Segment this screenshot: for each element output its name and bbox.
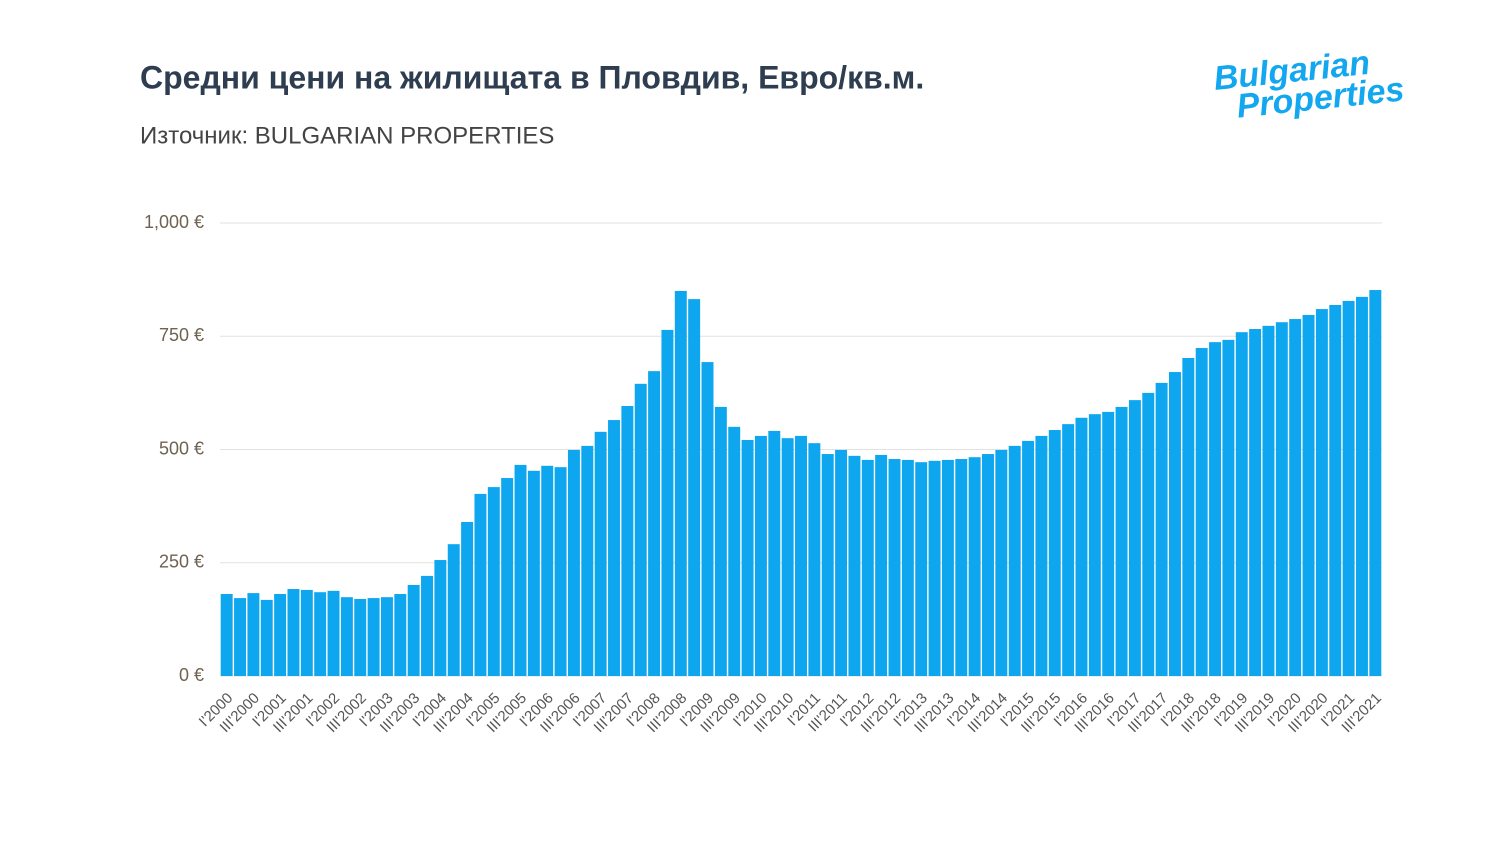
- bar: [354, 598, 367, 676]
- y-tick-label: 0 €: [179, 665, 204, 685]
- chart-title: Средни цени на жилищата в Пловдив, Евро/…: [140, 59, 924, 95]
- y-tick-label: 250 €: [159, 552, 204, 572]
- bar: [1209, 342, 1222, 676]
- bar: [234, 598, 247, 676]
- bar: [608, 420, 620, 676]
- bar: [968, 457, 981, 676]
- bar: [901, 459, 914, 676]
- bar: [567, 449, 580, 676]
- bar: [594, 431, 607, 676]
- bar: [661, 329, 674, 676]
- bar: [421, 575, 434, 676]
- bar: [407, 584, 420, 676]
- bar: [487, 487, 500, 676]
- bar: [928, 460, 941, 676]
- bar: [554, 467, 567, 676]
- bar: [380, 597, 393, 676]
- bar: [781, 438, 794, 676]
- bar: [1115, 406, 1128, 676]
- bar: [1102, 411, 1115, 676]
- bar: [394, 594, 407, 676]
- bar: [501, 478, 514, 676]
- bar: [1302, 314, 1315, 676]
- bar: [1289, 319, 1302, 676]
- bar: [581, 445, 594, 676]
- bar: [247, 593, 260, 676]
- bar: [888, 459, 901, 676]
- bar: [1222, 339, 1235, 676]
- bar: [1182, 357, 1195, 676]
- bar: [648, 371, 661, 676]
- bar: [1035, 435, 1048, 676]
- y-tick-label: 750 €: [159, 325, 204, 345]
- bar: [474, 493, 487, 676]
- bar: [1235, 332, 1248, 676]
- bar: [861, 459, 874, 676]
- bar: [728, 426, 741, 676]
- bar: [1048, 430, 1061, 676]
- bar: [461, 521, 474, 676]
- bar: [1168, 372, 1181, 676]
- bar: [1008, 445, 1021, 676]
- bar: [1369, 290, 1382, 676]
- bar: [1342, 300, 1355, 676]
- bar: [634, 383, 647, 676]
- bar: [1249, 329, 1262, 676]
- bar: [1262, 325, 1275, 676]
- bar: [1195, 348, 1208, 676]
- bar: [915, 462, 928, 676]
- bar: [1022, 440, 1035, 676]
- bar: [621, 406, 634, 676]
- bar: [982, 454, 994, 676]
- bar: [1128, 400, 1141, 676]
- bar: [367, 598, 380, 676]
- bar: [941, 459, 954, 676]
- bar: [1062, 424, 1075, 676]
- bar: [287, 589, 300, 676]
- bar: [741, 439, 754, 676]
- bar: [300, 589, 313, 676]
- bar: [1355, 296, 1368, 676]
- bar: [260, 599, 273, 676]
- bar: [768, 430, 781, 676]
- bar: [995, 449, 1008, 676]
- bar: [327, 590, 340, 676]
- bar: [1142, 392, 1155, 676]
- bar: [754, 435, 767, 676]
- bar: [1329, 304, 1342, 676]
- logo: Bulgarian Properties: [1212, 44, 1406, 126]
- bar: [795, 435, 807, 676]
- bar: [514, 464, 527, 676]
- bar: [220, 594, 233, 676]
- bar: [1075, 417, 1088, 676]
- bar: [955, 459, 968, 676]
- y-tick-label: 500 €: [159, 438, 204, 458]
- bar: [714, 406, 727, 676]
- chart-subtitle: Източник: BULGARIAN PROPERTIES: [140, 122, 554, 149]
- bar: [274, 594, 287, 676]
- bar: [1088, 414, 1101, 676]
- bar: [1315, 309, 1328, 676]
- bar: [688, 299, 701, 676]
- bar: [340, 597, 353, 676]
- bar: [701, 362, 714, 676]
- bar: [541, 465, 554, 676]
- bar: [875, 454, 888, 676]
- bar: [835, 449, 848, 676]
- bar: [1155, 382, 1168, 676]
- bar: [527, 470, 540, 676]
- y-tick-label: 1,000 €: [144, 212, 204, 232]
- bar: [821, 454, 834, 676]
- bar: [848, 455, 861, 676]
- bar: [314, 592, 327, 676]
- bar: [434, 560, 447, 676]
- bar: [808, 443, 821, 676]
- bar: [447, 544, 460, 676]
- bar: [674, 290, 687, 676]
- bar: [1275, 322, 1288, 676]
